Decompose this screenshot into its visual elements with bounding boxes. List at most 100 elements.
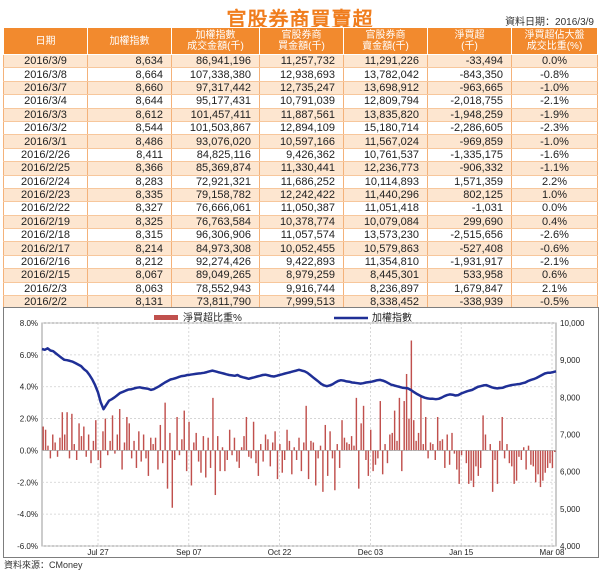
table-cell: 10,761,537 (343, 148, 428, 163)
y-left-tick-label: 2.0% (20, 415, 38, 424)
bar-mark (456, 450, 458, 470)
bar-mark (71, 413, 73, 451)
table-cell: 78,552,943 (171, 282, 260, 297)
bar-mark (343, 437, 346, 451)
bar-mark (539, 450, 542, 488)
bar-mark (317, 450, 319, 459)
header-cell: 日期 (3, 27, 88, 55)
table-cell: -338,939 (427, 295, 512, 310)
table-cell: 8,660 (87, 81, 172, 96)
bar-mark (47, 445, 49, 451)
bar-mark (508, 450, 511, 464)
table-cell: 1.0% (511, 188, 598, 203)
y-left-tick-label: -4.0% (17, 510, 38, 519)
x-tick-label: Jul 27 (87, 548, 109, 557)
bar-mark (200, 450, 202, 473)
bar-series (42, 340, 556, 508)
bar-mark (85, 450, 87, 457)
bar-mark (444, 450, 446, 468)
table-cell: 8,325 (87, 215, 172, 230)
table-row: 2016/2/26 8,411 84,825,116 9,426,362 10,761,… (3, 148, 598, 163)
bar-mark (90, 450, 92, 464)
table-cell: -843,350 (427, 67, 512, 82)
bar-mark (346, 442, 348, 451)
data-date-note: 資料日期：2016/3/9 (505, 17, 594, 28)
bar-mark (154, 437, 157, 451)
bar-mark (398, 397, 401, 451)
bar-mark (513, 450, 515, 484)
bar-mark (78, 423, 80, 451)
bar-mark (350, 436, 353, 451)
bar-mark (465, 450, 468, 464)
table-cell: 802,125 (427, 188, 512, 203)
bar-mark (470, 450, 472, 481)
bar-mark (420, 396, 422, 451)
table-cell: -1,948,259 (427, 108, 512, 122)
bar-mark (453, 450, 456, 454)
table-cell: 10,579,863 (343, 241, 428, 256)
table-cell: 2016/3/8 (3, 67, 88, 82)
table-cell: 86,941,196 (171, 54, 260, 69)
bar-mark (484, 434, 487, 451)
bar-mark (434, 450, 436, 460)
table-cell: -969,859 (427, 134, 512, 149)
bar-mark (527, 445, 530, 451)
bar-mark (212, 397, 214, 451)
bar-mark (245, 416, 248, 451)
bar-mark (329, 431, 331, 451)
table-row: 2016/3/4 8,644 95,177,431 10,791,039 12,809,… (3, 94, 598, 109)
table-cell: 89,049,265 (171, 268, 260, 283)
table-cell: 11,330,441 (259, 161, 344, 176)
table-cell: 72,921,321 (171, 175, 260, 189)
bar-mark (274, 431, 276, 451)
bar-mark (293, 447, 295, 451)
x-tick-label: Jan 15 (449, 548, 474, 557)
x-tick-label: Sep 07 (176, 548, 202, 557)
bar-mark (549, 450, 551, 464)
table-cell: 2016/2/24 (3, 175, 88, 189)
y-left-tick-label: 8.0% (20, 319, 38, 328)
table-row: 2016/3/2 8,544 101,503,867 12,894,109 15,180… (3, 121, 598, 136)
bar-mark (393, 410, 396, 451)
table-cell: 0.0% (511, 54, 598, 69)
bar-mark (164, 402, 166, 451)
table-cell: 2016/2/22 (3, 201, 88, 216)
bar-mark (424, 416, 427, 451)
bar-mark (532, 450, 535, 467)
page-title: 官股券商買賣超 (226, 9, 374, 31)
bar-mark (482, 415, 484, 451)
bar-mark (128, 423, 130, 451)
table-cell: -33,494 (427, 54, 512, 69)
table-cell: 8,214 (87, 241, 172, 256)
table-cell: 11,567,024 (343, 134, 428, 149)
bar-mark (542, 450, 544, 481)
bar-mark (544, 450, 546, 473)
x-tick-label: Oct 22 (268, 548, 292, 557)
table-row: 2016/2/15 8,067 89,049,265 8,979,259 8,445,3… (3, 268, 598, 283)
bar-mark (365, 450, 367, 460)
bar-mark (554, 450, 556, 453)
bar-mark (315, 450, 317, 486)
table-cell: 79,158,782 (171, 188, 260, 203)
table-cell: 84,973,308 (171, 241, 260, 256)
bar-mark (362, 405, 365, 451)
bar-mark (360, 423, 362, 451)
table-cell: 533,958 (427, 268, 512, 283)
table-cell: 2016/2/17 (3, 241, 88, 256)
table-cell: 2016/3/7 (3, 81, 88, 96)
bar-mark (422, 444, 425, 451)
bar-mark (80, 436, 83, 451)
bar-mark (441, 439, 444, 451)
table-cell: 8,315 (87, 228, 172, 243)
bar-mark (135, 450, 138, 468)
bar-mark (97, 450, 99, 460)
bar-mark (291, 450, 293, 475)
y-right-tick-label: 4,000 (560, 542, 581, 551)
bar-mark (118, 409, 121, 451)
bar-mark (341, 420, 343, 451)
bar-mark (56, 450, 59, 457)
bar-mark (130, 450, 133, 459)
bar-mark (255, 450, 257, 464)
bar-mark (446, 434, 448, 451)
bar-mark (231, 450, 233, 456)
